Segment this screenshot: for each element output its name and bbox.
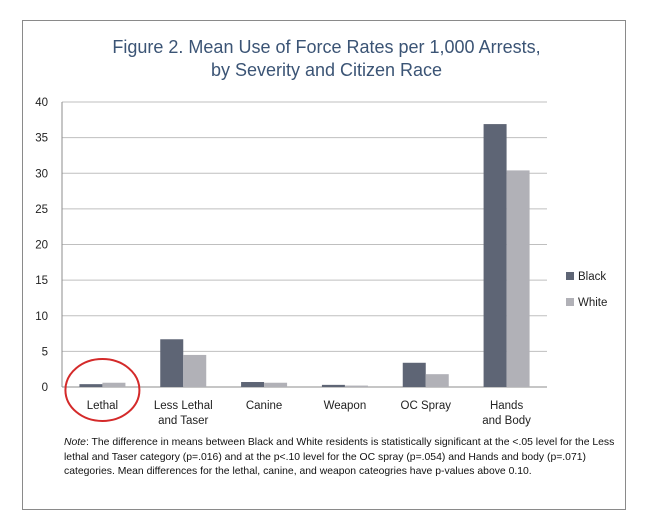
legend-swatch-black — [566, 272, 574, 280]
chart-title: Figure 2. Mean Use of Force Rates per 1,… — [0, 36, 653, 82]
chart-title-line-2: by Severity and Citizen Race — [210, 60, 443, 80]
note-label: Note — [64, 437, 86, 448]
legend-label-white: White — [578, 297, 607, 309]
bar-black-2 — [241, 382, 265, 387]
note-text: : The difference in means between Black … — [64, 437, 615, 478]
bar-black-5 — [483, 124, 507, 388]
x-tick-label: Lethal — [87, 400, 118, 412]
x-tick-label: Less Lethal — [154, 400, 213, 412]
x-tick-label: and Body — [482, 415, 531, 427]
x-tick-label: Hands — [490, 400, 523, 412]
y-tick-label: 10 — [35, 311, 48, 323]
bar-white-0 — [102, 382, 126, 387]
x-tick-label: OC Spray — [401, 400, 452, 412]
y-tick-label: 35 — [35, 133, 48, 145]
highlight-circle — [64, 358, 141, 422]
legend-label-black: Black — [578, 271, 606, 283]
bar-white-5 — [506, 170, 530, 387]
y-tick-label: 15 — [35, 275, 48, 287]
y-tick-label: 20 — [35, 240, 48, 252]
x-tick-label: Weapon — [324, 400, 367, 412]
x-tick-label: and Taser — [158, 415, 208, 427]
bar-black-4 — [402, 362, 426, 387]
y-tick-label: 0 — [42, 382, 48, 394]
y-tick-label: 5 — [42, 346, 48, 358]
x-tick-label: Canine — [246, 400, 282, 412]
bar-white-2 — [264, 382, 288, 387]
bar-black-0 — [79, 384, 103, 387]
bar-white-3 — [344, 385, 368, 387]
bar-black-3 — [321, 384, 345, 387]
chart-title-line-1: Figure 2. Mean Use of Force Rates per 1,… — [112, 37, 541, 57]
y-tick-label: 25 — [35, 204, 48, 216]
bar-white-1 — [183, 354, 207, 387]
bar-white-4 — [425, 374, 449, 387]
chart-note: Note: The difference in means between Bl… — [64, 436, 620, 480]
bar-black-1 — [160, 339, 184, 387]
y-tick-label: 40 — [35, 97, 48, 109]
y-tick-label: 30 — [35, 168, 48, 180]
legend-swatch-white — [566, 298, 574, 306]
